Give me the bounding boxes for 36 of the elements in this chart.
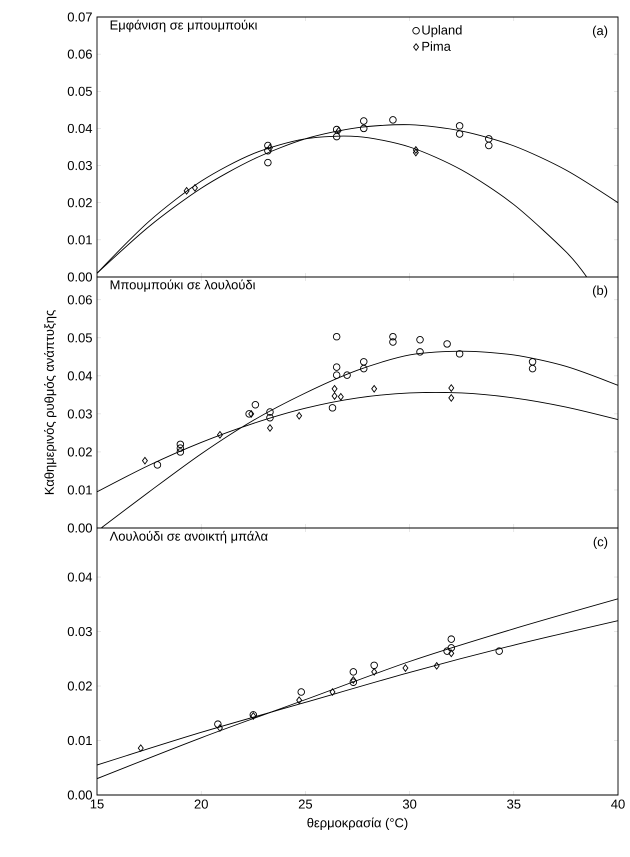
- y-tick-label: 0.04: [68, 371, 92, 380]
- y-tick-label: 0.01: [68, 235, 92, 244]
- y-tick-label: 0.00: [68, 523, 92, 533]
- y-tick-label: 0.02: [68, 681, 92, 691]
- y-tick-label: 0.05: [68, 333, 92, 342]
- y-tick-label: 0.03: [68, 160, 92, 170]
- y-tick-label: 0.03: [68, 409, 92, 418]
- x-tick-label: 15: [91, 800, 104, 809]
- chart-title: Λουλούδι σε ανοικτή μπάλα: [110, 530, 268, 544]
- chart-title: Μπουμπούκι σε λουλούδι: [110, 279, 256, 292]
- x-tick-label: 40: [611, 800, 625, 809]
- y-tick-label: 0.04: [68, 572, 92, 582]
- y-tick-label: 0.07: [68, 12, 92, 22]
- x-axis-title: θερμοκρασία (°C): [308, 818, 408, 830]
- y-tick-label: 0.00: [68, 272, 92, 282]
- y-tick-label: 0.06: [68, 295, 92, 304]
- y-tick-label: 0.06: [68, 50, 92, 59]
- legend-label: Upland: [422, 25, 462, 38]
- annotation: (c): [594, 536, 608, 549]
- y-tick-label: 0.05: [68, 86, 92, 96]
- y-tick-label: 0.00: [68, 790, 92, 800]
- x-tick-label: 35: [507, 800, 521, 809]
- y-tick-label: 0.02: [68, 198, 92, 208]
- annotation: (a): [593, 26, 608, 38]
- y-tick-label: 0.04: [68, 124, 92, 134]
- x-tick-label: 30: [403, 800, 417, 809]
- legend-label: Pima: [422, 41, 452, 51]
- y-axis-title: Καθημερινός ρυθμός ανάπτυξης: [44, 310, 57, 494]
- x-tick-label: 25: [299, 800, 312, 809]
- y-tick-label: 0.01: [68, 736, 92, 746]
- chart-title: Εμφάνιση σε μπουμπούκι: [110, 20, 258, 32]
- annotation: (b): [593, 285, 608, 298]
- y-tick-label: 0.01: [68, 485, 92, 495]
- y-tick-label: 0.03: [68, 626, 92, 636]
- x-tick-label: 20: [194, 800, 208, 809]
- y-tick-label: 0.02: [68, 447, 92, 457]
